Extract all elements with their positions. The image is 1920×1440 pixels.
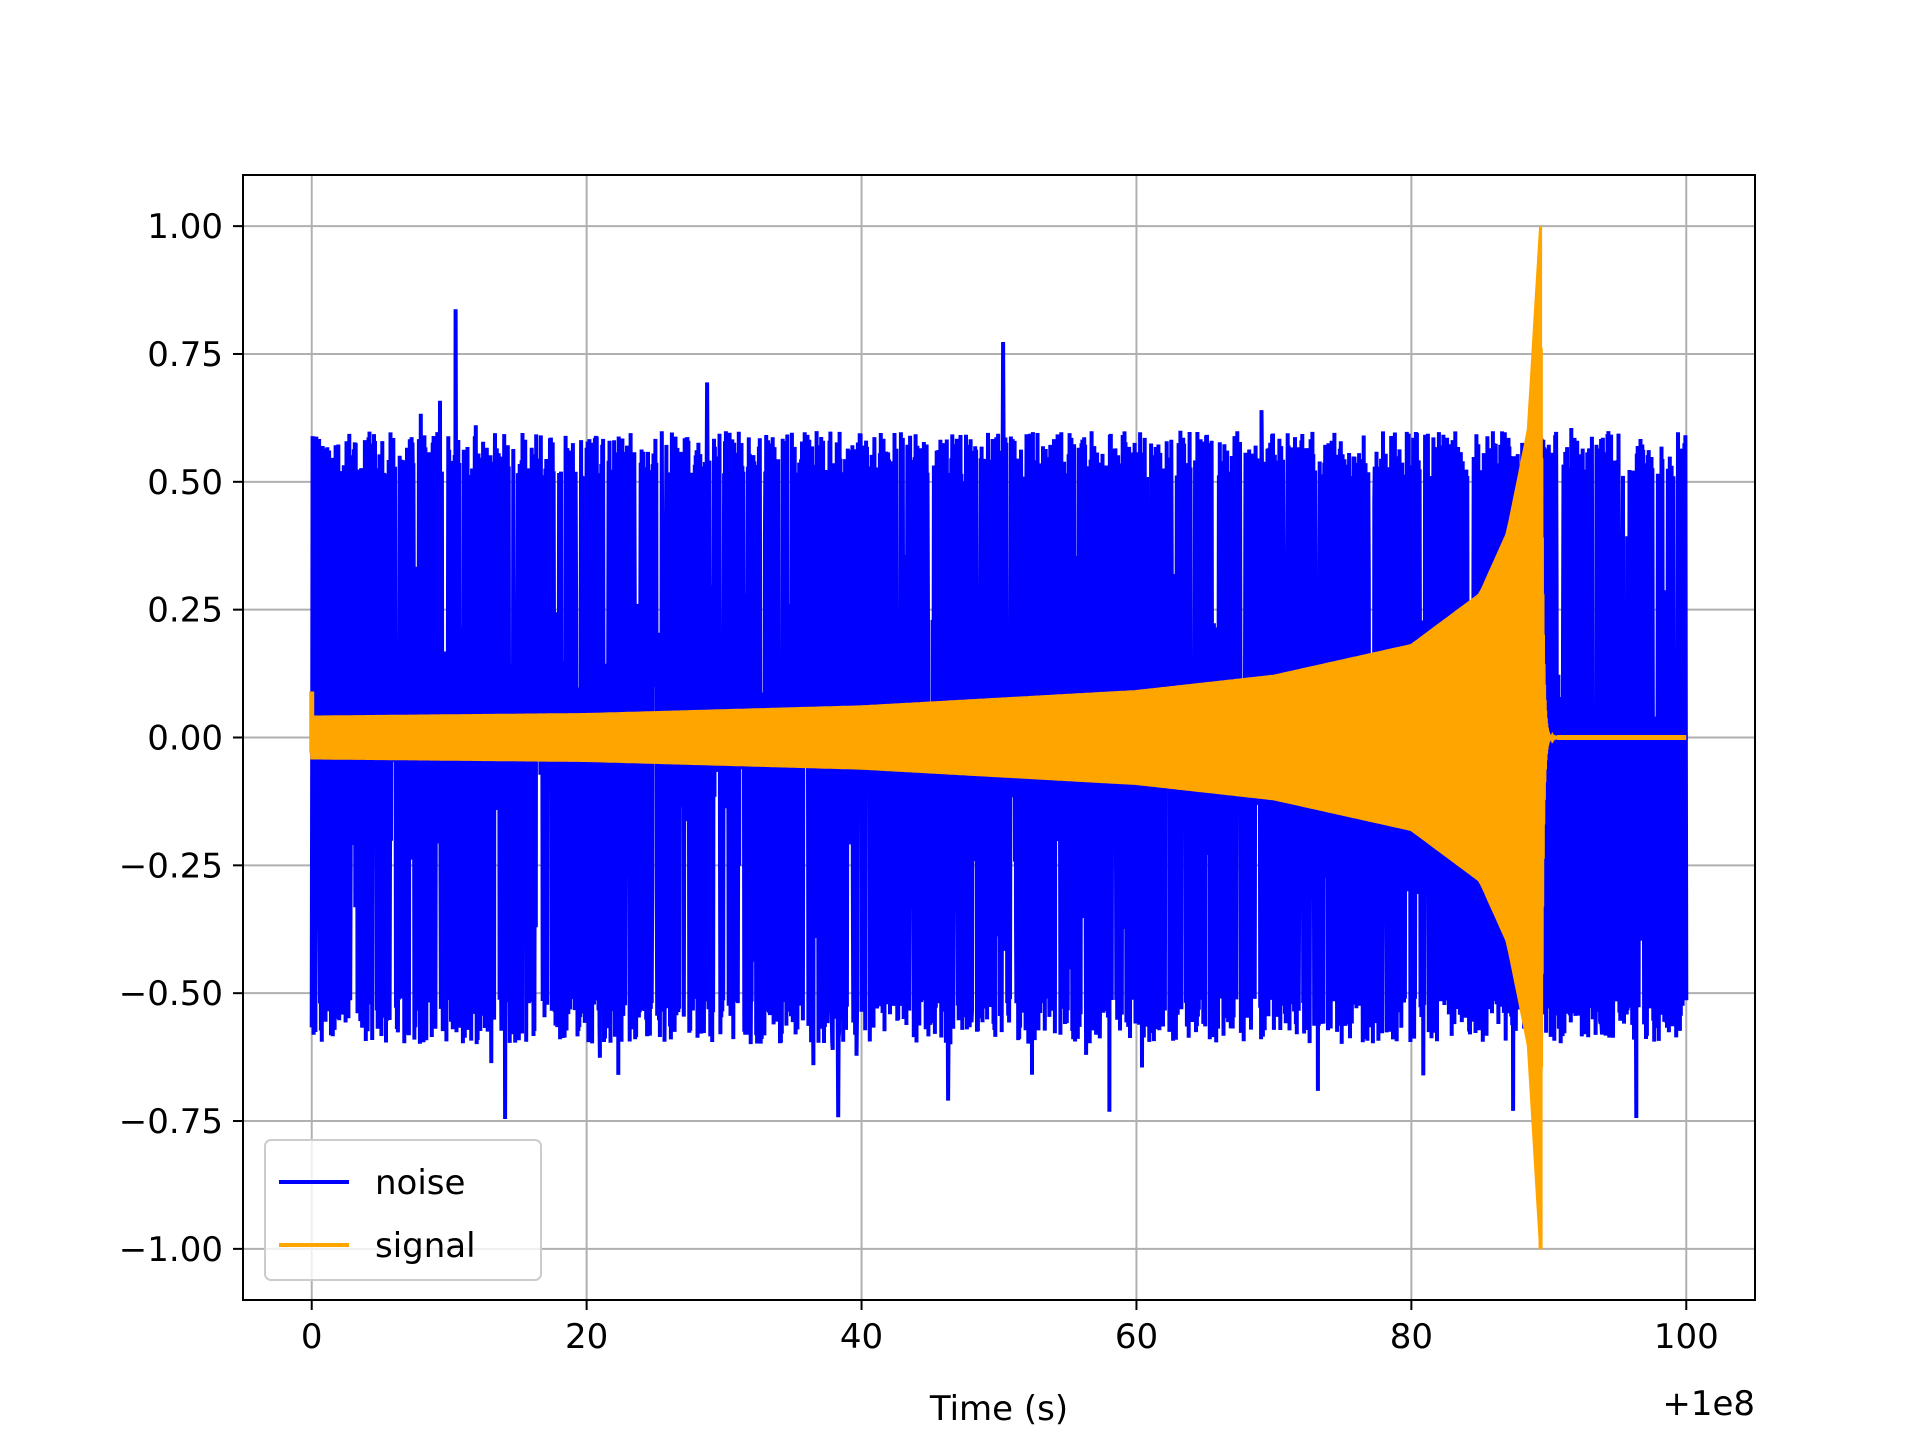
y-tick-label: −0.75 (119, 1102, 223, 1142)
y-tick-label: 1.00 (147, 207, 223, 247)
x-tick-label: 80 (1390, 1317, 1433, 1357)
signal-ringdown (1538, 347, 1558, 1249)
x-tick-label: 100 (1654, 1317, 1719, 1357)
x-tick-label: 0 (301, 1317, 323, 1357)
series-noise (309, 309, 1689, 1120)
y-tick-label: 0.25 (147, 591, 223, 631)
y-tick-label: −0.50 (119, 974, 223, 1014)
legend-label-noise: noise (375, 1163, 465, 1203)
x-axis-title: Time (s) (929, 1389, 1068, 1429)
x-axis: 0 20 40 60 80 100 (301, 1300, 1719, 1357)
legend: noise signal (264, 1139, 542, 1281)
y-axis: 1.00 0.75 0.50 0.25 0.00 −0.25 −0.50 −0.75 −1.00 (119, 207, 243, 1270)
y-tick-label: −1.00 (119, 1230, 223, 1270)
y-tick-label: 0.00 (147, 719, 223, 759)
series-signal (309, 226, 1687, 1249)
noise-line (309, 309, 1689, 1120)
legend-label-signal: signal (375, 1226, 476, 1266)
y-tick-label: 0.75 (147, 335, 223, 375)
x-axis-offset-label: +1e8 (1662, 1384, 1755, 1424)
x-tick-label: 60 (1115, 1317, 1158, 1357)
x-tick-label: 40 (840, 1317, 883, 1357)
y-tick-label: 0.50 (147, 463, 223, 503)
x-tick-label: 20 (565, 1317, 608, 1357)
y-tick-label: −0.25 (119, 846, 223, 886)
